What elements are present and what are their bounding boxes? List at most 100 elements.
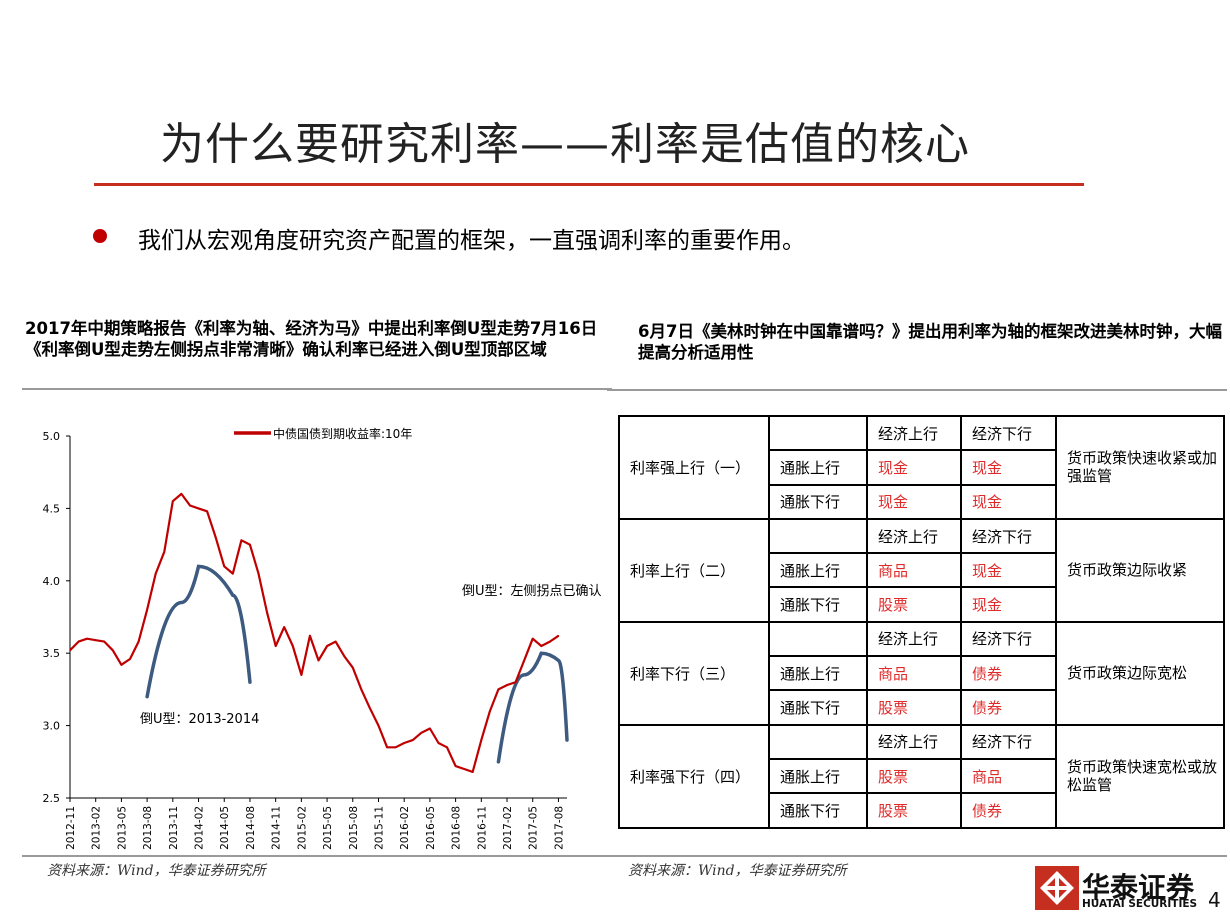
table-row: 通胀上行 股票 商品 — [619, 757, 1224, 795]
data-point — [112, 649, 114, 652]
data-point — [189, 504, 191, 507]
data-point — [232, 572, 234, 575]
regime-label: 利率上行（二） — [618, 517, 770, 623]
data-point — [317, 659, 320, 662]
trend-arcs — [145, 564, 569, 764]
chart-legend: 中债国债到期收益率:10年 — [234, 426, 412, 441]
data-point — [437, 742, 440, 744]
x-tick-label: 2016-02 — [399, 806, 411, 850]
data-point — [351, 666, 354, 669]
data-point — [86, 637, 88, 640]
header-econ-down: 经济下行 — [960, 723, 1057, 760]
x-tick-label: 2014-02 — [194, 806, 206, 850]
x-tick-label: 2014-11 — [271, 806, 283, 850]
x-tick-label: 2013-08 — [142, 806, 154, 850]
table-row: 通胀下行 现金 现金 — [619, 483, 1224, 520]
annotation-2017: 倒U型：左侧拐点已确认 — [462, 584, 602, 599]
y-tick-label: 4.5 — [43, 502, 61, 515]
huatai-logo-icon — [1035, 866, 1079, 910]
table-row: 利率下行（三） 经济上行 经济下行 货币政策边际宽松 — [618, 620, 1225, 726]
bullet-dot — [93, 229, 107, 243]
data-point — [291, 645, 294, 647]
data-point — [386, 746, 388, 749]
data-point — [197, 507, 200, 510]
table-row: 通胀上行 商品 债券 — [619, 655, 1224, 692]
asset-cell: 股票 — [866, 792, 962, 829]
header-econ-down: 经济下行 — [960, 517, 1057, 555]
regime-label: 利率强下行（四） — [618, 723, 770, 829]
slide-title: 为什么要研究利率——利率是估值的核心 — [160, 119, 970, 170]
table-row: 通胀上行 现金 现金 — [619, 449, 1224, 486]
row-infl-down: 通胀下行 — [768, 689, 868, 726]
x-tick-label: 2013-05 — [116, 806, 128, 850]
x-tick-label: 2014-08 — [245, 806, 257, 850]
header-econ-up: 经济上行 — [866, 414, 962, 452]
chart-series — [69, 492, 560, 773]
data-point — [446, 746, 448, 749]
data-point — [471, 771, 474, 773]
blank-cell — [768, 517, 868, 555]
header-econ-down: 经济下行 — [960, 414, 1057, 452]
data-point — [531, 637, 534, 640]
data-point — [489, 710, 491, 712]
y-tick-label: 4.0 — [43, 575, 61, 588]
data-point — [103, 640, 106, 643]
row-infl-up: 通胀上行 — [768, 655, 868, 692]
header-econ-up: 经济上行 — [866, 517, 962, 555]
data-point — [120, 663, 123, 666]
header-econ-up: 经济上行 — [866, 723, 962, 760]
data-point — [506, 684, 508, 686]
row-infl-up: 通胀上行 — [768, 552, 868, 589]
asset-cell: 股票 — [866, 586, 962, 623]
data-point — [137, 640, 140, 643]
data-point — [129, 658, 131, 660]
row-infl-down: 通胀下行 — [768, 586, 868, 623]
blank-cell — [768, 723, 868, 760]
data-point — [300, 674, 303, 676]
data-point — [549, 640, 551, 643]
data-point — [240, 539, 243, 542]
data-point — [249, 543, 251, 546]
asset-cell: 现金 — [960, 483, 1057, 520]
x-tick-label: 2016-08 — [451, 806, 463, 850]
asset-cell: 现金 — [866, 449, 962, 486]
blank-cell — [768, 414, 868, 452]
chart-ticks: 5.0 4.5 4.0 3.5 3.0 2.5 2012-11 2013-02 2013-05 2… — [43, 430, 566, 850]
data-point — [146, 608, 148, 611]
data-point — [454, 765, 457, 767]
regime-label: 利率下行（三） — [618, 620, 770, 726]
x-tick-label: 2012-11 — [65, 806, 77, 850]
header-econ-down: 经济下行 — [960, 620, 1057, 658]
data-point — [69, 649, 71, 652]
data-point — [480, 739, 483, 741]
data-point — [394, 746, 397, 749]
yield-line-chart: 5.0 4.5 4.0 3.5 3.0 2.5 2012-11 2013-02 2013-05 2… — [43, 426, 602, 850]
data-point — [377, 724, 380, 727]
policy-cell: 货币政策边际宽松 — [1055, 620, 1225, 726]
policy-cell: 货币政策快速宽松或放松监管 — [1055, 723, 1225, 829]
x-tick-label: 2015-05 — [322, 806, 334, 850]
left-bottom-rule — [22, 855, 612, 857]
data-point — [163, 551, 166, 553]
data-point — [343, 655, 346, 657]
policy-cell: 货币政策快速收紧或加强监管 — [1055, 415, 1225, 520]
x-tick-label: 2017-02 — [502, 806, 514, 850]
data-point — [94, 639, 97, 641]
right-caption: 6月7日《美林时钟在中国靠谱吗？》提出用利率为轴的框架改进美林时钟，大幅提高分析… — [638, 322, 1222, 362]
brand-name-en: HUATAI SECURITIES — [1082, 898, 1198, 910]
left-caption-rule — [22, 388, 612, 390]
data-point — [206, 510, 208, 513]
y-tick-label: 2.5 — [43, 792, 61, 805]
data-point — [283, 626, 286, 628]
y-tick-label: 3.0 — [43, 720, 61, 733]
policy-cell: 货币政策边际收紧 — [1055, 517, 1225, 623]
row-infl-up: 通胀上行 — [768, 449, 868, 486]
header-econ-up: 经济上行 — [866, 620, 962, 658]
row-infl-up: 通胀上行 — [768, 757, 868, 795]
data-point — [257, 572, 260, 575]
asset-cell: 股票 — [866, 689, 962, 726]
x-tick-label: 2017-08 — [553, 806, 565, 850]
asset-cell: 债券 — [960, 689, 1057, 726]
left-caption: 2017年中期策略报告《利率为轴、经济为马》中提出利率倒U型走势7月16日《利率… — [25, 319, 598, 359]
data-point — [77, 640, 80, 643]
